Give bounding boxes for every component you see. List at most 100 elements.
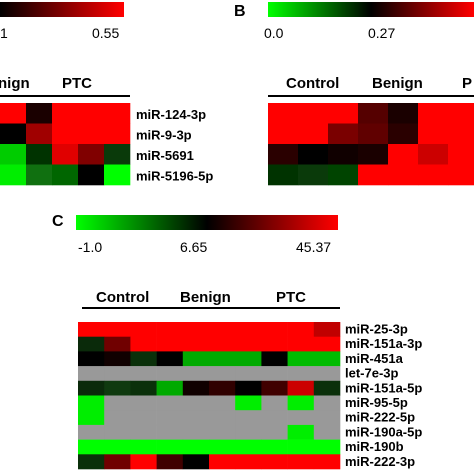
panel-b-cell-r3-c2 [328, 164, 359, 186]
panel-c-cell-r9-c5 [209, 454, 236, 470]
panel-c-cell-r0-c0 [78, 322, 105, 337]
panel-a-group-label-ptc: PTC [62, 75, 92, 92]
panel-a-cell-r1-c0 [0, 123, 27, 145]
panel-c-cell-r7-c6 [235, 424, 262, 440]
panel-c-cell-r2-c1 [104, 351, 131, 367]
panel-c-cell-r1-c0 [78, 336, 105, 352]
panel-c-cell-r4-c0 [78, 380, 105, 396]
panel-c-cell-r6-c1 [104, 410, 131, 426]
panel-c-cell-r9-c3 [156, 454, 184, 470]
panel-c-cell-r6-c7 [261, 410, 288, 426]
panel-c-cell-r1-c5 [209, 336, 236, 352]
panel-c-cell-r4-c9 [313, 380, 341, 396]
panel-c-cell-r5-c8 [287, 395, 315, 411]
panel-c-letter: C [52, 213, 64, 230]
panel-c-cell-r5-c2 [130, 395, 157, 411]
panel-a-cell-r1-c3 [78, 123, 105, 145]
panel-c-cell-r9-c4 [182, 454, 210, 470]
panel-a-row-label: miR-124-3p [136, 107, 206, 122]
panel-b-cell-r1-c3 [358, 123, 389, 145]
panel-b-cell-r2-c5 [418, 144, 449, 165]
panel-c-cell-r3-c9 [313, 366, 341, 382]
panel-a-cell-r0-c2 [52, 103, 79, 124]
panel-b-colorbar-tick-low: 0.0 [264, 25, 284, 41]
panel-c-cell-r5-c6 [235, 395, 262, 411]
panel-c-cell-r3-c5 [209, 366, 236, 382]
panel-a-cell-r0-c1 [26, 103, 53, 124]
panel-c-cell-r2-c2 [130, 351, 157, 367]
panel-b-cell-r2-c3 [358, 144, 389, 165]
panel-a-group-label-benign: nign [0, 75, 30, 92]
panel-c-cell-r6-c5 [209, 410, 236, 426]
panel-c-cell-r6-c8 [287, 410, 315, 426]
panel-c-cell-r9-c9 [313, 454, 341, 470]
panel-c-cell-r5-c0 [78, 395, 105, 411]
panel-c-row-label: miR-25-3p [345, 321, 408, 336]
panel-c-cell-r1-c7 [261, 336, 288, 352]
panel-b-cell-r1-c0 [268, 123, 299, 145]
panel-c-cell-r8-c4 [182, 439, 210, 455]
panel-b-cell-r1-c1 [298, 123, 329, 145]
panel-a-row-label: miR-9-3p [136, 127, 192, 142]
panel-c-cell-r1-c3 [156, 336, 184, 352]
panel-c-cell-r7-c2 [130, 424, 157, 440]
panel-a-cell-r3-c1 [26, 164, 53, 186]
panel-c-cell-r5-c5 [209, 395, 236, 411]
panel-c-cell-r4-c5 [209, 380, 236, 396]
panel-c-cell-r0-c4 [182, 322, 210, 337]
panel-a-cell-r2-c3 [78, 144, 105, 165]
panel-c-cell-r9-c0 [78, 454, 105, 470]
panel-c-colorbar-tick-high: 45.37 [296, 239, 331, 255]
panel-c-row-labels: miR-25-3pmiR-151a-3pmiR-451alet-7e-3pmiR… [345, 321, 422, 468]
panel-c-cell-r3-c3 [156, 366, 184, 382]
panel-c-cell-r2-c3 [156, 351, 184, 367]
panel-c-cell-r9-c2 [130, 454, 157, 470]
panel-c-cell-r0-c8 [287, 322, 315, 337]
panel-b-cell-r3-c0 [268, 164, 299, 186]
panel-c-cell-r4-c8 [287, 380, 315, 396]
panel-b-cell-r0-c3 [358, 103, 389, 124]
panel-a-cell-r1-c1 [26, 123, 53, 145]
panel-b-cell-r3-c6 [448, 164, 474, 186]
panel-c-cell-r9-c7 [261, 454, 288, 470]
panel-a-cell-r2-c2 [52, 144, 79, 165]
panel-c-cell-r1-c2 [130, 336, 157, 352]
panel-c-cell-r2-c8 [287, 351, 315, 367]
panel-b-cell-r2-c6 [448, 144, 474, 165]
panel-c-row-label: miR-451a [345, 351, 404, 366]
panel-b-cell-r3-c5 [418, 164, 449, 186]
panel-a-cell-r3-c4 [104, 164, 131, 186]
panel-c-cell-r3-c7 [261, 366, 288, 382]
panel-c-row-label: miR-190a-5p [345, 424, 422, 439]
panel-c-cell-r8-c6 [235, 439, 262, 455]
panel-c-cell-r6-c2 [130, 410, 157, 426]
panel-c-cell-r1-c4 [182, 336, 210, 352]
panel-c-cell-r8-c9 [313, 439, 341, 455]
panel-c-cell-r2-c0 [78, 351, 105, 367]
panel-b-group-label-control: Control [286, 75, 339, 92]
panel-b-group-label-ptc: P [462, 75, 472, 92]
panel-c-row-label: miR-222-3p [345, 454, 415, 469]
panel-c-cell-r6-c0 [78, 410, 105, 426]
panel-c-cell-r0-c2 [130, 322, 157, 337]
panel-c-cell-r8-c3 [156, 439, 184, 455]
panel-c-cell-r0-c5 [209, 322, 236, 337]
panel-c-cell-r6-c6 [235, 410, 262, 426]
panel-c-colorbar [76, 215, 338, 230]
panel-c-cell-r8-c0 [78, 439, 105, 455]
panel-c-cell-r1-c9 [313, 336, 341, 352]
panel-a-cell-r2-c4 [104, 144, 131, 165]
panel-c-group-label-ptc: PTC [276, 289, 306, 306]
panel-c-cell-r5-c9 [313, 395, 341, 411]
panel-b-cell-r0-c0 [268, 103, 299, 124]
panel-c-cell-r3-c8 [287, 366, 315, 382]
panel-c-cell-r0-c9 [313, 322, 341, 337]
panel-c-cell-r5-c1 [104, 395, 131, 411]
panel-c-cell-r0-c3 [156, 322, 184, 337]
panel-c-row-label: let-7e-3p [345, 366, 399, 381]
panel-b-cell-r1-c2 [328, 123, 359, 145]
panel-c-cells [78, 322, 341, 470]
panel-a-row-label: miR-5691 [136, 148, 194, 163]
panel-c-cell-r2-c5 [209, 351, 236, 367]
